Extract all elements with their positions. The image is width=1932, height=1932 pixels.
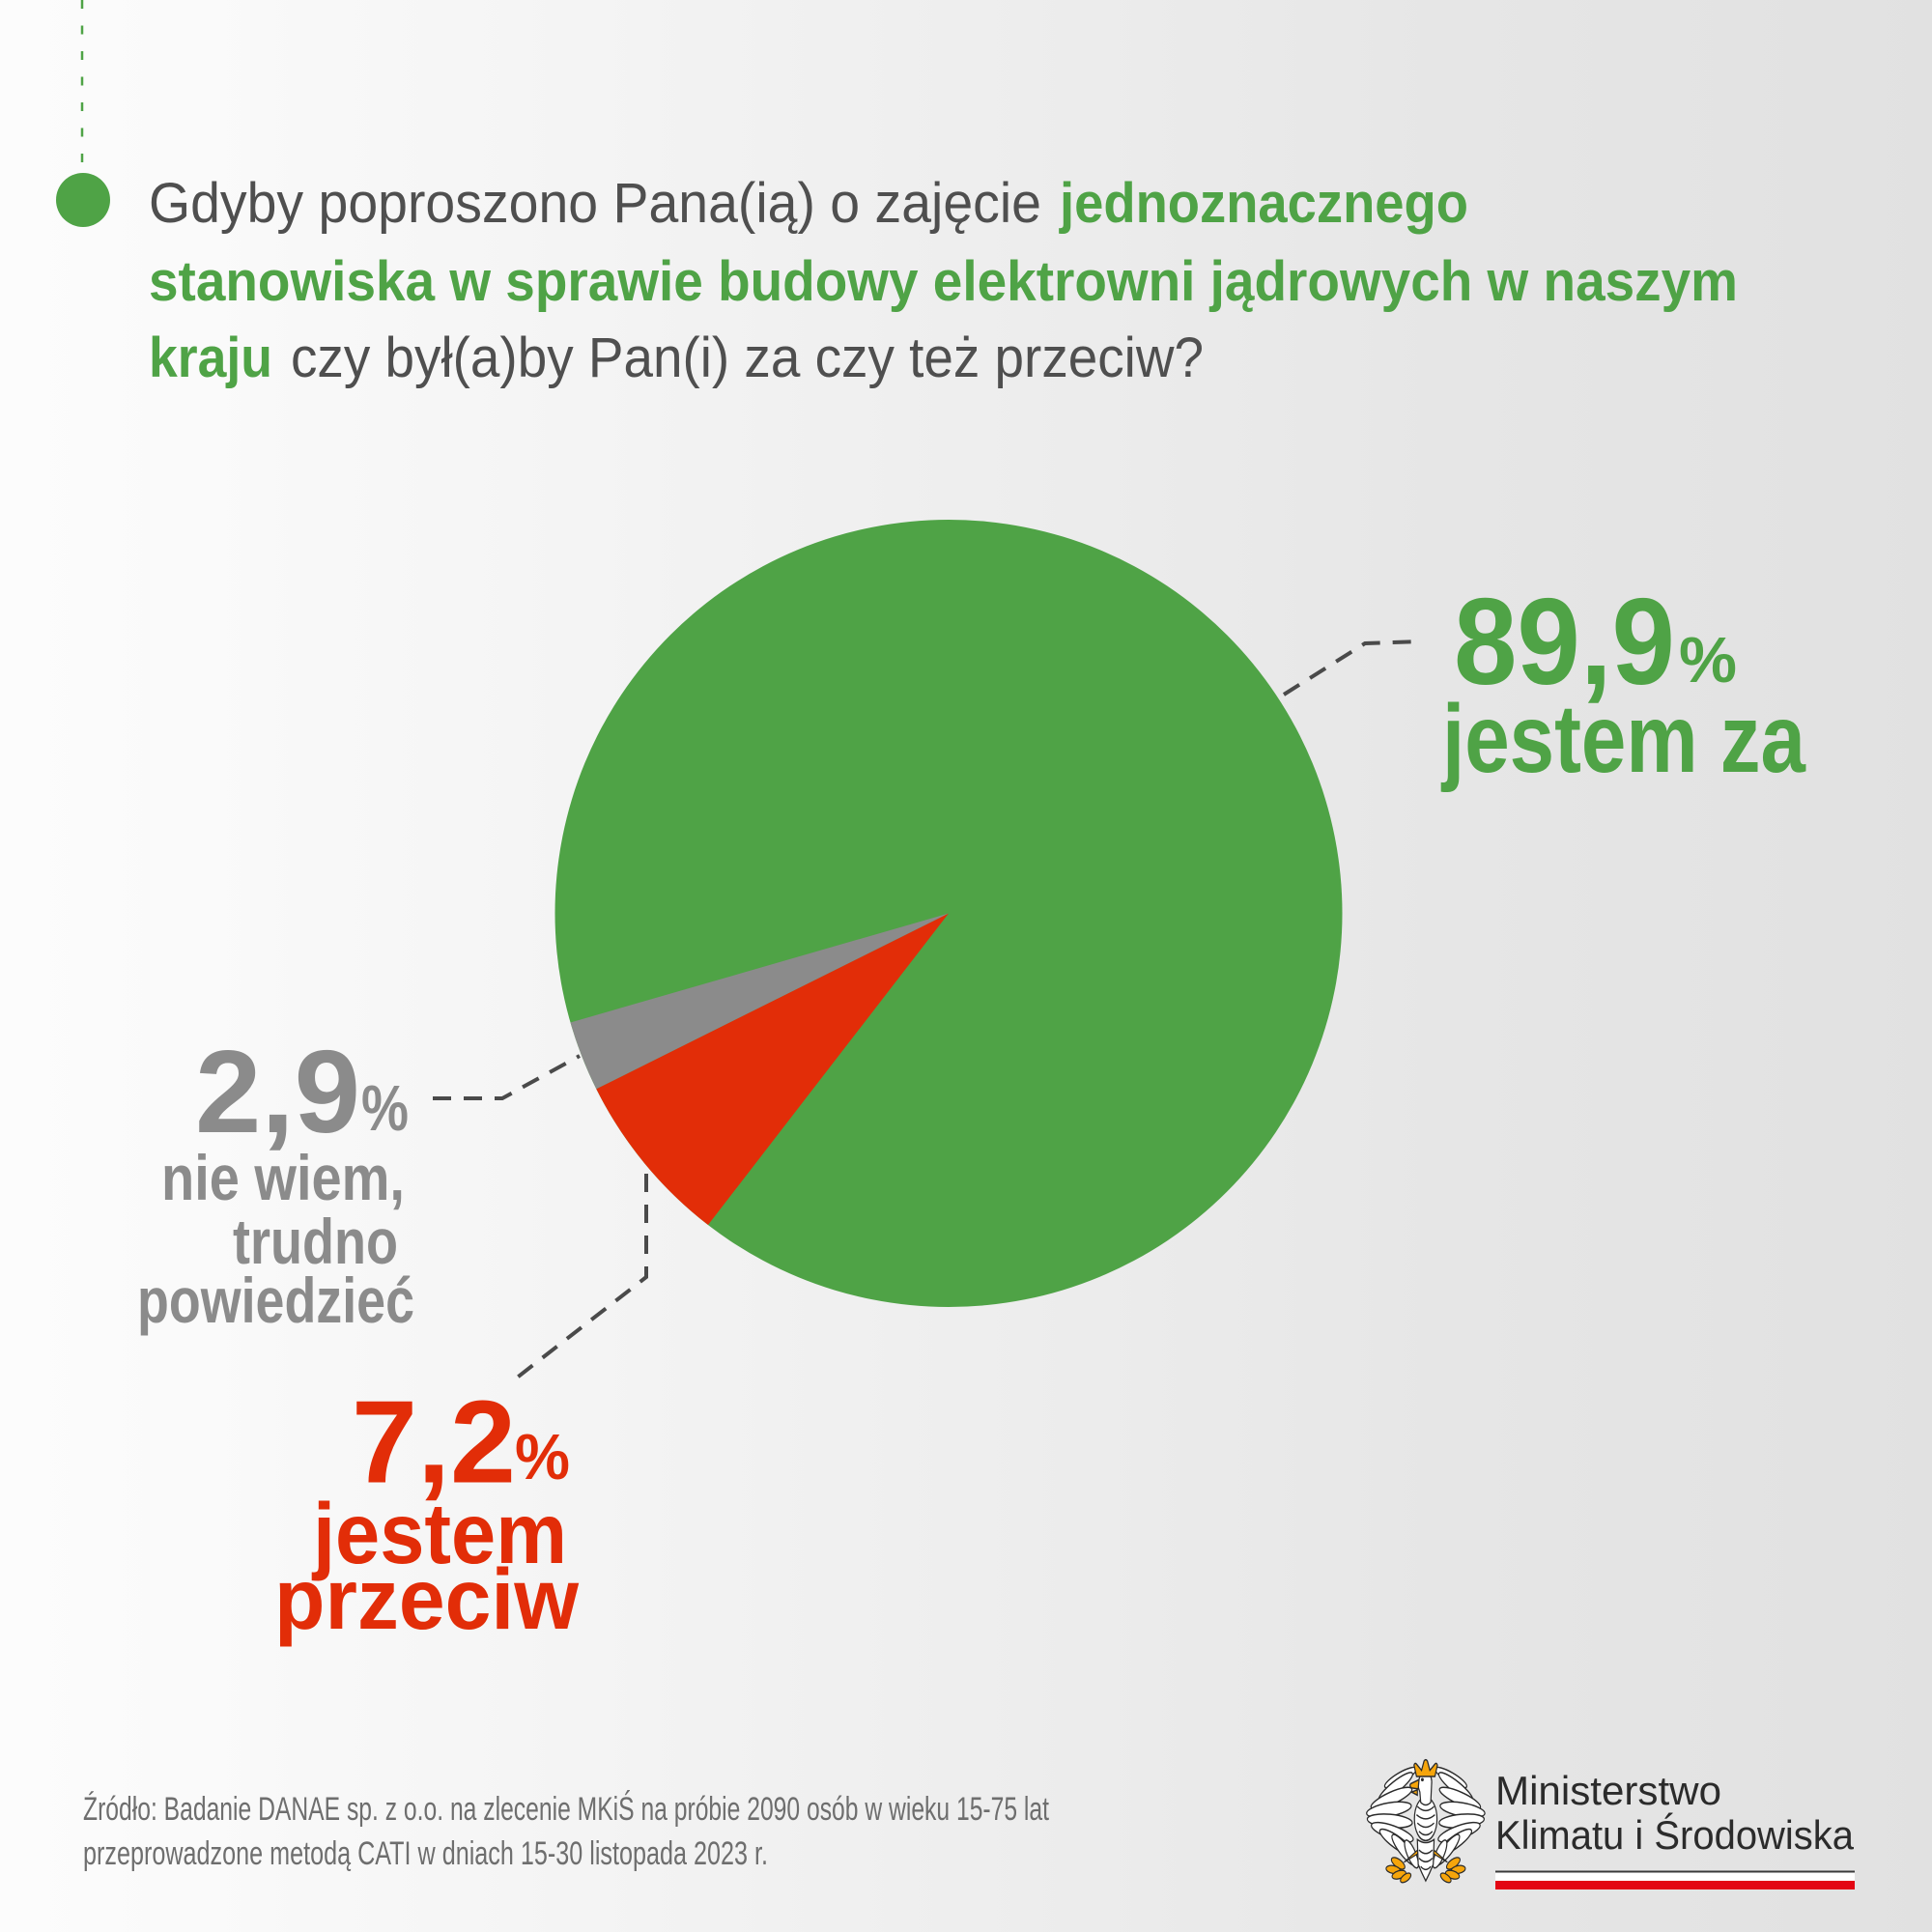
svg-text:%: % xyxy=(515,1421,570,1493)
svg-text:Gdyby poproszono Pana(ią) o za: Gdyby poproszono Pana(ią) o zajęcie xyxy=(149,172,1041,235)
svg-text:nie wiem,: nie wiem, xyxy=(161,1142,405,1213)
svg-text:jednoznacznego: jednoznacznego xyxy=(1059,172,1468,235)
svg-text:89,9: 89,9 xyxy=(1454,573,1675,710)
svg-text:trudno: trudno xyxy=(233,1206,398,1277)
svg-text:2,9: 2,9 xyxy=(195,1026,360,1157)
svg-text:Ministerstwo: Ministerstwo xyxy=(1495,1768,1721,1813)
svg-text:%: % xyxy=(1679,624,1737,696)
svg-text:przeprowadzone metodą CATI w d: przeprowadzone metodą CATI w dniach 15-3… xyxy=(83,1835,768,1872)
svg-text:powiedzieć: powiedzieć xyxy=(137,1264,414,1336)
svg-text:Klimatu i Środowiska: Klimatu i Środowiska xyxy=(1495,1811,1855,1858)
svg-text:kraju: kraju xyxy=(149,327,272,389)
svg-text:7,2: 7,2 xyxy=(352,1377,516,1508)
svg-text:czy był(a)by Pan(i) za czy też: czy był(a)by Pan(i) za czy też przeciw? xyxy=(291,327,1204,389)
svg-text:Źródło: Badanie DANAE sp. z o.: Źródło: Badanie DANAE sp. z o.o. na zlec… xyxy=(83,1790,1049,1828)
svg-text:stanowiska w sprawie budowy el: stanowiska w sprawie budowy elektrowni j… xyxy=(149,250,1738,313)
svg-text:jestem za: jestem za xyxy=(1440,685,1806,793)
svg-text:przeciw: przeciw xyxy=(274,1550,580,1647)
svg-text:%: % xyxy=(361,1072,409,1145)
svg-text:jestem: jestem xyxy=(311,1485,567,1581)
